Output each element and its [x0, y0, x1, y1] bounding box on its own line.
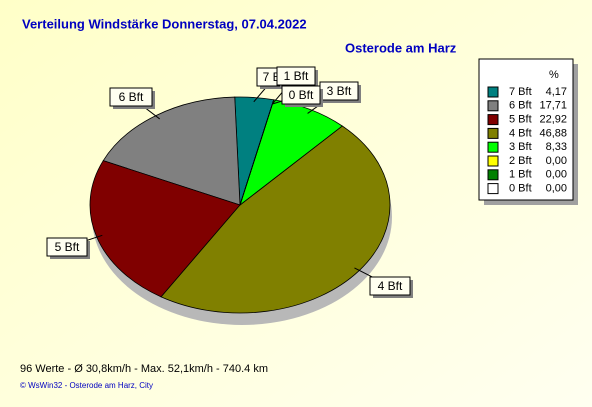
- callout-label: 0 Bft: [289, 88, 314, 102]
- legend-swatch: [487, 141, 499, 153]
- pie-slice: [239, 99, 275, 206]
- legend-swatch: [487, 100, 499, 112]
- legend-swatch: [487, 114, 499, 126]
- callout-label: 3 Bft: [327, 84, 352, 98]
- pie-slice: [102, 96, 241, 206]
- legend-label: 4 Bft: [509, 127, 532, 139]
- legend-swatch: [487, 169, 499, 181]
- legend-swatch: [487, 155, 499, 167]
- legend-value: 8,33: [546, 141, 567, 153]
- legend-value: 4,17: [546, 86, 567, 98]
- callout-label: 5 Bft: [55, 240, 80, 254]
- legend-header: %: [549, 69, 559, 81]
- callout-label: 1 Bft: [284, 69, 309, 83]
- callout-box: [281, 85, 321, 105]
- callout-box: [276, 66, 316, 86]
- footer: 96 Werte - Ø 30,8km/h - Max. 52,1km/h - …: [20, 363, 268, 375]
- legend-label: 7 Bft: [509, 86, 532, 98]
- legend-value: 22,92: [539, 114, 567, 126]
- legend-label: 5 Bft: [509, 114, 532, 126]
- legend-value: 0,00: [546, 155, 567, 167]
- pie-slice: [89, 160, 241, 298]
- callout-label: 4 Bft: [378, 279, 403, 293]
- legend-label: 6 Bft: [509, 100, 532, 112]
- chart-title: Verteilung Windstärke Donnerstag, 07.04.…: [22, 16, 307, 31]
- legend-value: 0,00: [546, 169, 567, 181]
- legend-swatch: [487, 183, 499, 195]
- legend-value: 0,00: [546, 183, 567, 195]
- callout-box: [46, 237, 88, 257]
- legend-label: 1 Bft: [509, 169, 532, 181]
- callout-box: [109, 87, 153, 107]
- legend-label: 0 Bft: [509, 183, 532, 195]
- legend-swatch: [487, 86, 499, 98]
- chart-subtitle: Osterode am Harz: [345, 40, 457, 55]
- legend-swatch: [487, 127, 499, 139]
- callout-label: 6 Bft: [119, 90, 144, 104]
- credit: © WsWin32 - Osterode am Harz, City: [20, 381, 153, 390]
- legend-label: 3 Bft: [509, 141, 532, 153]
- legend-value: 46,88: [539, 127, 567, 139]
- legend-value: 17,71: [539, 100, 567, 112]
- callout-box: [369, 276, 411, 296]
- legend-label: 2 Bft: [509, 155, 532, 167]
